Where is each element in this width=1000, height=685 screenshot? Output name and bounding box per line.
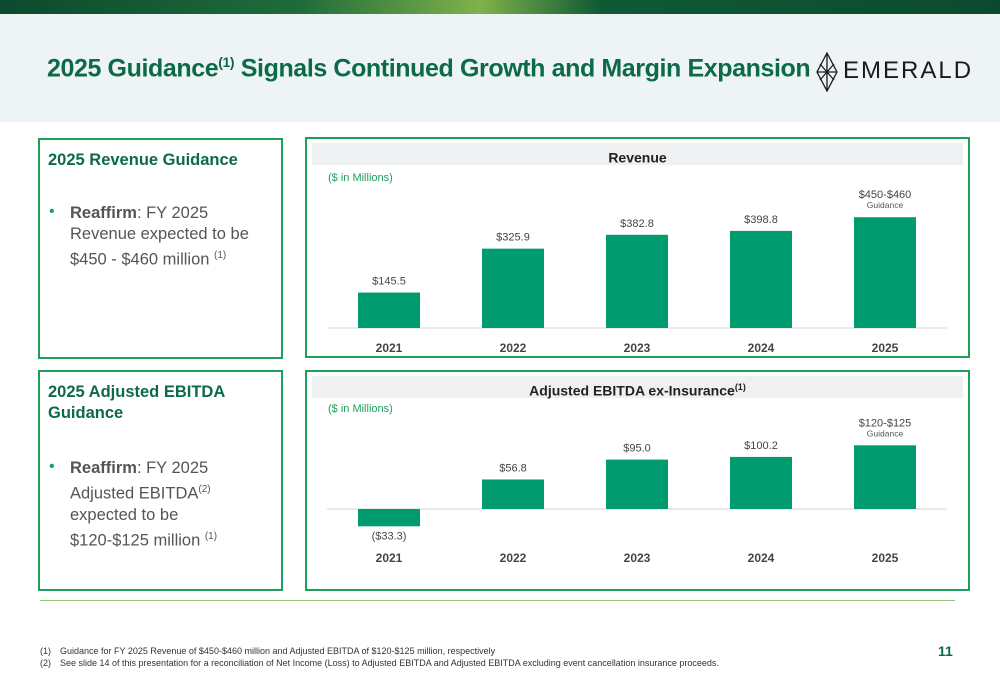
ebitda-x-tick-2021: 2021	[376, 551, 403, 565]
revenue-data-sublabel-2025: Guidance	[867, 200, 904, 210]
revenue-bar-2023	[606, 234, 668, 328]
revenue-data-label-2025: $450-$460	[859, 189, 912, 201]
emerald-logo: EMERALD	[815, 52, 971, 92]
page-number: 11	[938, 643, 953, 659]
revenue-x-tick-2021: 2021	[376, 341, 403, 355]
ebitda-guidance-box: 2025 Adjusted EBITDA Guidance • Reaffirm…	[38, 370, 283, 591]
ebitda-x-tick-2023: 2023	[624, 551, 651, 565]
ebitda-guidance-title: 2025 Adjusted EBITDA Guidance	[48, 383, 225, 422]
revenue-chart-title: Revenue	[312, 143, 963, 166]
revenue-bar-chart: $145.5 2021 $325.9 2022 $382.8 2023 $398.8 2024…	[327, 189, 947, 355]
ebitda-data-label-2025: $120-$125	[859, 417, 912, 429]
ebitda-data-sublabel-2025: Guidance	[867, 428, 904, 438]
bullet-dot: •	[49, 203, 55, 220]
revenue-x-tick-2025: 2025	[872, 341, 899, 355]
footnote-1: (1) Guidance for FY 2025 Revenue of $450-…	[40, 646, 496, 656]
revenue-bar-2024	[730, 230, 792, 328]
revenue-guidance-bullet: Reaffirm: FY 2025 Revenue expected to be…	[70, 204, 249, 269]
revenue-data-label-2023: $382.8	[620, 218, 654, 230]
ebitda-unit-note: ($ in Millions)	[328, 403, 393, 415]
ebitda-bar-2022	[482, 479, 544, 509]
footnote-2: (2) See slide 14 of this presentation for…	[40, 658, 719, 668]
ebitda-bar-2021	[358, 509, 420, 527]
emerald-gem-icon	[816, 52, 838, 92]
revenue-bar-2025	[854, 217, 916, 328]
ebitda-bar-chart: ($33.3) 2021 $56.8 2022 $95.0 2023 $100.2 2024 $…	[327, 417, 947, 565]
ebitda-data-label-2022: $56.8	[499, 462, 527, 474]
revenue-x-tick-2024: 2024	[748, 341, 775, 355]
slide-header	[0, 14, 1000, 122]
ebitda-guidance-bullet: Reaffirm: FY 2025 Adjusted EBITDA(2) exp…	[70, 459, 218, 549]
revenue-guidance-title: 2025 Revenue Guidance	[48, 151, 238, 169]
top-decorative-band	[0, 0, 1000, 14]
ebitda-x-tick-2022: 2022	[500, 551, 527, 565]
revenue-data-label-2024: $398.8	[744, 214, 778, 226]
ebitda-bar-2025	[854, 445, 916, 509]
revenue-data-label-2021: $145.5	[372, 276, 406, 288]
ebitda-chart-box: Adjusted EBITDA ex-Insurance(1) ($ in Mi…	[305, 370, 970, 591]
ebitda-bar-2023	[606, 459, 668, 509]
ebitda-x-tick-2025: 2025	[872, 551, 899, 565]
revenue-x-tick-2022: 2022	[500, 341, 527, 355]
revenue-x-tick-2023: 2023	[624, 341, 651, 355]
revenue-unit-note: ($ in Millions)	[328, 172, 393, 184]
footer-divider	[40, 600, 955, 601]
revenue-guidance-box: 2025 Revenue Guidance • Reaffirm: FY 202…	[38, 138, 283, 359]
ebitda-bar-2024	[730, 456, 792, 509]
revenue-bar-2022	[482, 248, 544, 328]
revenue-chart-box: Revenue ($ in Millions) $145.5 2021 $325.9…	[305, 137, 970, 358]
ebitda-data-label-2024: $100.2	[744, 440, 778, 452]
revenue-data-label-2022: $325.9	[496, 232, 530, 244]
slide-title: 2025 Guidance(1) Signals Continued Growt…	[47, 54, 811, 83]
ebitda-x-tick-2024: 2024	[748, 551, 775, 565]
ebitda-data-label-2021: ($33.3)	[372, 530, 407, 542]
ebitda-chart-title: Adjusted EBITDA ex-Insurance(1)	[312, 376, 963, 399]
revenue-bar-2021	[358, 292, 420, 328]
bullet-dot: •	[49, 458, 55, 475]
logo-wordmark: EMERALD	[843, 57, 974, 84]
ebitda-data-label-2023: $95.0	[623, 443, 651, 455]
